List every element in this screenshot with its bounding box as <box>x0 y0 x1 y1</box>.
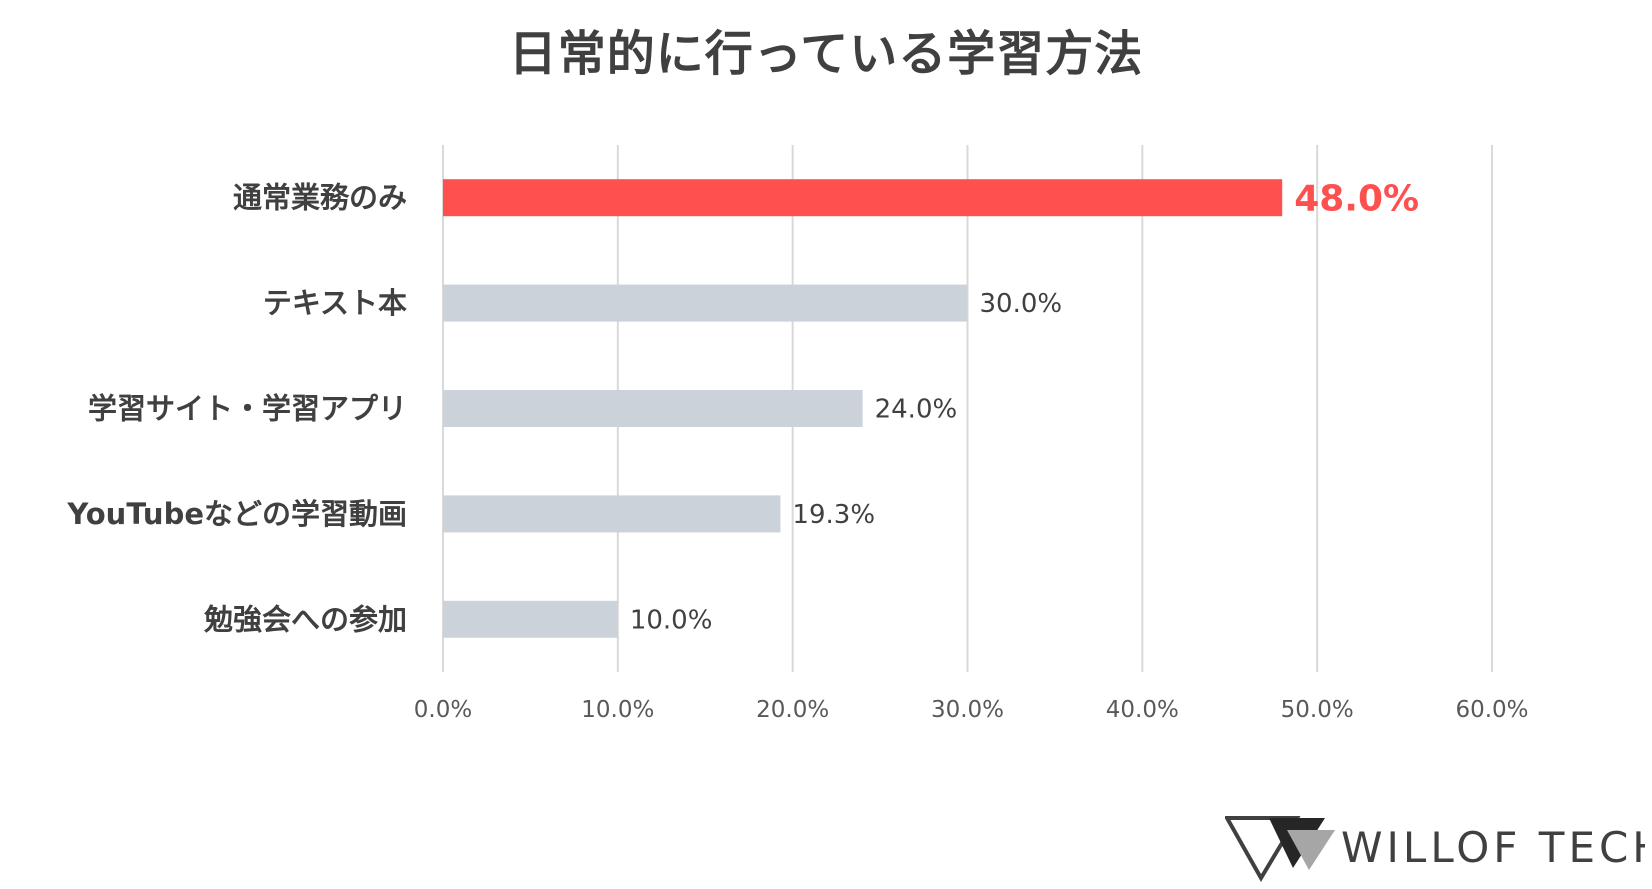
bar <box>443 495 781 533</box>
labels: 0.0% 10.0% 20.0% 30.0% 40.0% 50.0% 60.0% 通常業務のみ… <box>66 179 1528 723</box>
bar <box>443 284 968 322</box>
bar <box>443 179 1283 217</box>
bars <box>443 179 1283 638</box>
bar <box>443 600 618 638</box>
category-label: 勉強会への参加 <box>203 602 407 636</box>
logo-text: WILLOF TECH <box>1341 823 1645 872</box>
bar-chart: 0.0% 10.0% 20.0% 30.0% 40.0% 50.0% 60.0% 通常業務のみ… <box>66 145 1529 723</box>
x-tick-label: 0.0% <box>414 697 472 723</box>
bar <box>443 390 863 427</box>
category-label: テキスト本 <box>263 286 407 320</box>
x-tick-label: 50.0% <box>1281 697 1354 723</box>
x-tick-label: 60.0% <box>1455 697 1528 723</box>
x-tick-label: 20.0% <box>756 697 829 723</box>
data-label: 10.0% <box>630 605 713 635</box>
data-label: 30.0% <box>980 289 1063 319</box>
x-tick-label: 30.0% <box>931 697 1004 723</box>
category-label: YouTubeなどの学習動画 <box>66 497 407 531</box>
logo-mark-icon <box>1225 816 1335 882</box>
category-label: 学習サイト・学習アプリ <box>88 392 407 426</box>
x-tick-label: 40.0% <box>1106 697 1179 723</box>
data-label: 24.0% <box>875 395 958 425</box>
data-label: 19.3% <box>792 500 875 530</box>
chart-title: 日常的に行っている学習方法 <box>508 26 1144 82</box>
data-label: 48.0% <box>1294 179 1419 220</box>
willof-tech-logo: WILLOF TECH <box>1225 816 1645 882</box>
x-tick-label: 10.0% <box>581 697 654 723</box>
category-label: 通常業務のみ <box>233 181 407 215</box>
